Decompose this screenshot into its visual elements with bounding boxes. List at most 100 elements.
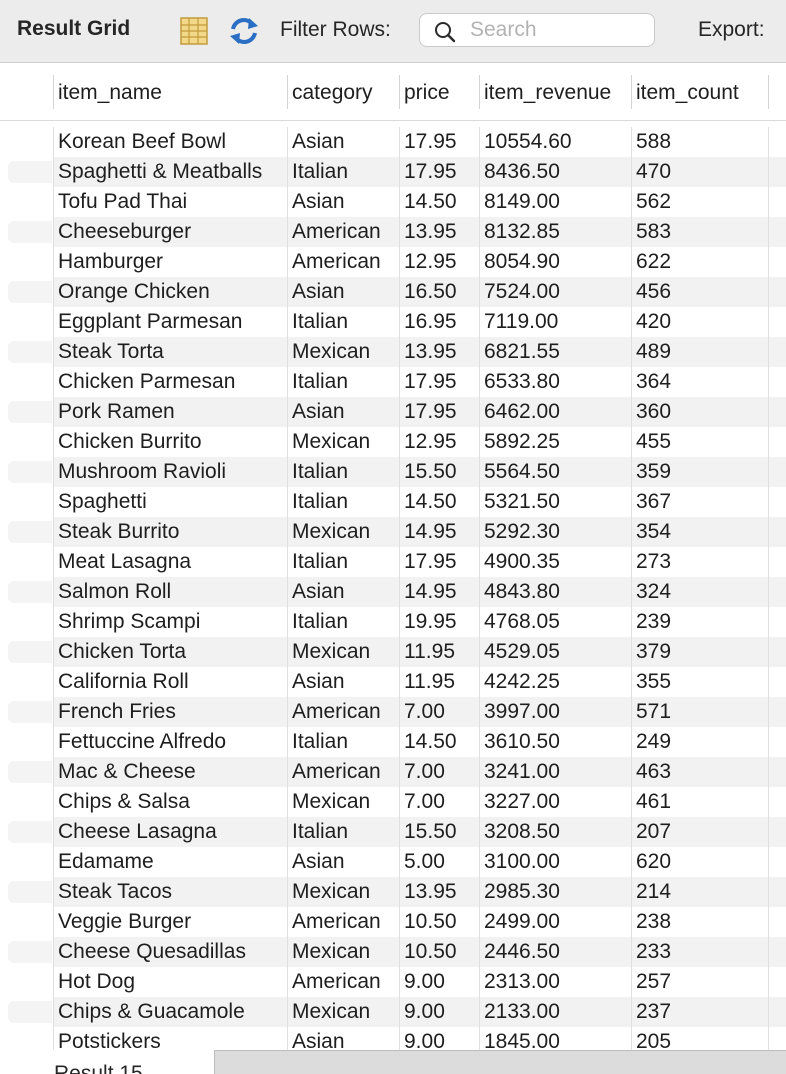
column-divider[interactable] bbox=[631, 75, 632, 109]
row-selector[interactable] bbox=[8, 851, 52, 873]
row-selector[interactable] bbox=[8, 611, 52, 633]
cell-price[interactable]: 13.95 bbox=[404, 220, 457, 243]
cell-category[interactable]: Italian bbox=[292, 460, 349, 483]
grid-view-icon[interactable] bbox=[177, 14, 211, 48]
cell-price[interactable]: 17.95 bbox=[404, 130, 457, 153]
cell-item-name[interactable]: California Roll bbox=[58, 670, 189, 693]
cell-price[interactable]: 7.00 bbox=[404, 700, 445, 723]
cell-item-name[interactable]: Chips & Guacamole bbox=[58, 1000, 245, 1023]
cell-item-count[interactable]: 379 bbox=[636, 640, 672, 663]
cell-item-count[interactable]: 583 bbox=[636, 220, 672, 243]
cell-item-count[interactable]: 620 bbox=[636, 850, 672, 873]
search-input[interactable] bbox=[470, 17, 646, 43]
row-selector[interactable] bbox=[8, 1031, 52, 1050]
cell-category[interactable]: Italian bbox=[292, 820, 349, 843]
cell-item-revenue[interactable]: 6462.00 bbox=[484, 400, 560, 423]
cell-category[interactable]: American bbox=[292, 760, 381, 783]
cell-item-name[interactable]: Chips & Salsa bbox=[58, 790, 190, 813]
row-selector[interactable] bbox=[8, 881, 52, 903]
cell-item-revenue[interactable]: 10554.60 bbox=[484, 130, 572, 153]
cell-category[interactable]: Asian bbox=[292, 400, 345, 423]
row-selector[interactable] bbox=[8, 551, 52, 573]
cell-price[interactable]: 15.50 bbox=[404, 460, 457, 483]
cell-category[interactable]: Asian bbox=[292, 850, 345, 873]
row-selector[interactable] bbox=[8, 161, 52, 183]
table-row[interactable]: Tofu Pad Thai Asian 14.50 8149.00 562 bbox=[0, 187, 786, 217]
cell-price[interactable]: 12.95 bbox=[404, 250, 457, 273]
cell-item-revenue[interactable]: 2313.00 bbox=[484, 970, 560, 993]
cell-item-name[interactable]: Eggplant Parmesan bbox=[58, 310, 243, 333]
cell-price[interactable]: 7.00 bbox=[404, 790, 445, 813]
cell-price[interactable]: 17.95 bbox=[404, 550, 457, 573]
cell-item-count[interactable]: 207 bbox=[636, 820, 672, 843]
table-row[interactable]: Shrimp Scampi Italian 19.95 4768.05 239 bbox=[0, 607, 786, 637]
column-divider[interactable] bbox=[479, 75, 480, 109]
cell-item-name[interactable]: Fettuccine Alfredo bbox=[58, 730, 227, 753]
cell-item-count[interactable]: 360 bbox=[636, 400, 672, 423]
cell-item-count[interactable]: 571 bbox=[636, 700, 672, 723]
cell-item-name[interactable]: Chicken Torta bbox=[58, 640, 187, 663]
cell-price[interactable]: 14.50 bbox=[404, 490, 457, 513]
cell-item-revenue[interactable]: 5892.25 bbox=[484, 430, 560, 453]
table-row[interactable]: Steak Torta Mexican 13.95 6821.55 489 bbox=[0, 337, 786, 367]
cell-category[interactable]: Mexican bbox=[292, 640, 371, 663]
cell-item-count[interactable]: 239 bbox=[636, 610, 672, 633]
row-selector[interactable] bbox=[8, 581, 52, 603]
cell-item-name[interactable]: Edamame bbox=[58, 850, 154, 873]
cell-category[interactable]: Italian bbox=[292, 310, 349, 333]
cell-item-count[interactable]: 238 bbox=[636, 910, 672, 933]
cell-item-name[interactable]: Tofu Pad Thai bbox=[58, 190, 188, 213]
cell-price[interactable]: 16.95 bbox=[404, 310, 457, 333]
row-selector[interactable] bbox=[8, 431, 52, 453]
cell-category[interactable]: Italian bbox=[292, 490, 349, 513]
cell-item-name[interactable]: French Fries bbox=[58, 700, 176, 723]
cell-item-count[interactable]: 420 bbox=[636, 310, 672, 333]
table-row[interactable]: Cheese Quesadillas Mexican 10.50 2446.50 233 bbox=[0, 937, 786, 967]
cell-item-revenue[interactable]: 6821.55 bbox=[484, 340, 560, 363]
cell-item-revenue[interactable]: 3208.50 bbox=[484, 820, 560, 843]
result-tab[interactable]: Result 15 bbox=[0, 1050, 214, 1074]
cell-price[interactable]: 11.95 bbox=[404, 670, 455, 693]
cell-item-count[interactable]: 249 bbox=[636, 730, 672, 753]
table-row[interactable]: Pork Ramen Asian 17.95 6462.00 360 bbox=[0, 397, 786, 427]
cell-item-count[interactable]: 257 bbox=[636, 970, 672, 993]
table-row[interactable]: Cheeseburger American 13.95 8132.85 583 bbox=[0, 217, 786, 247]
table-row[interactable]: Spaghetti & Meatballs Italian 17.95 8436.50… bbox=[0, 157, 786, 187]
cell-item-name[interactable]: Cheese Lasagna bbox=[58, 820, 217, 843]
column-divider[interactable] bbox=[53, 75, 54, 109]
table-row[interactable]: Spaghetti Italian 14.50 5321.50 367 bbox=[0, 487, 786, 517]
table-row[interactable]: California Roll Asian 11.95 4242.25 355 bbox=[0, 667, 786, 697]
table-row[interactable]: Hot Dog American 9.00 2313.00 257 bbox=[0, 967, 786, 997]
row-selector[interactable] bbox=[8, 1001, 52, 1023]
row-selector[interactable] bbox=[8, 281, 52, 303]
cell-item-count[interactable]: 463 bbox=[636, 760, 672, 783]
cell-item-name[interactable]: Mac & Cheese bbox=[58, 760, 196, 783]
cell-category[interactable]: American bbox=[292, 220, 381, 243]
cell-item-name[interactable]: Mushroom Ravioli bbox=[58, 460, 227, 483]
row-selector[interactable] bbox=[8, 131, 52, 153]
row-selector[interactable] bbox=[8, 341, 52, 363]
cell-item-count[interactable]: 588 bbox=[636, 130, 672, 153]
cell-category[interactable]: Asian bbox=[292, 670, 345, 693]
cell-item-revenue[interactable]: 6533.80 bbox=[484, 370, 560, 393]
cell-price[interactable]: 16.50 bbox=[404, 280, 457, 303]
cell-price[interactable]: 13.95 bbox=[404, 880, 457, 903]
table-row[interactable]: Salmon Roll Asian 14.95 4843.80 324 bbox=[0, 577, 786, 607]
cell-category[interactable]: Asian bbox=[292, 190, 345, 213]
cell-price[interactable]: 7.00 bbox=[404, 760, 445, 783]
row-selector[interactable] bbox=[8, 971, 52, 993]
cell-item-revenue[interactable]: 3100.00 bbox=[484, 850, 560, 873]
cell-item-count[interactable]: 273 bbox=[636, 550, 672, 573]
row-selector[interactable] bbox=[8, 521, 52, 543]
row-selector[interactable] bbox=[8, 731, 52, 753]
cell-category[interactable]: American bbox=[292, 970, 381, 993]
table-row[interactable]: Fettuccine Alfredo Italian 14.50 3610.50 249 bbox=[0, 727, 786, 757]
cell-category[interactable]: Mexican bbox=[292, 790, 371, 813]
table-row[interactable]: Chicken Burrito Mexican 12.95 5892.25 455 bbox=[0, 427, 786, 457]
cell-category[interactable]: Mexican bbox=[292, 430, 371, 453]
cell-item-name[interactable]: Korean Beef Bowl bbox=[58, 130, 227, 153]
row-selector[interactable] bbox=[8, 191, 52, 213]
table-row[interactable]: Hamburger American 12.95 8054.90 622 bbox=[0, 247, 786, 277]
row-selector[interactable] bbox=[8, 221, 52, 243]
column-divider[interactable] bbox=[287, 75, 288, 109]
